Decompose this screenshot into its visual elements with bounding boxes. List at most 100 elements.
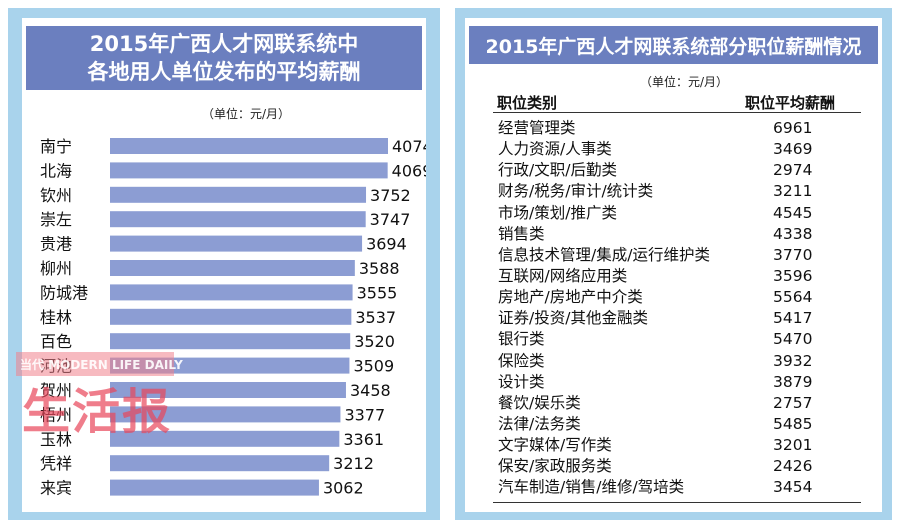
- table-row: 餐饮/娱乐类 2757: [465, 393, 882, 414]
- right-panel: 2015年广西人才网联系统部分职位薪酬情况 （单位：元/月） 职位类别 职位平均…: [455, 8, 892, 520]
- value-label: 3747: [370, 210, 411, 229]
- value-label: 3458: [350, 381, 391, 400]
- row-salary: 6961: [773, 119, 813, 137]
- category-label: 崇左: [40, 210, 72, 229]
- row-salary: 3879: [773, 372, 813, 391]
- row-salary: 4338: [773, 224, 813, 243]
- row-category: 餐饮/娱乐类: [498, 393, 581, 412]
- value-label: 3509: [353, 357, 394, 376]
- row-category: 财务/税务/审计/统计类: [498, 182, 654, 201]
- row-category: 房地产/房地产中介类: [498, 288, 643, 307]
- bar: [110, 406, 341, 423]
- row-category: 信息技术管理/集成/运行维护类: [498, 245, 710, 264]
- row-salary: 3596: [773, 266, 813, 285]
- table-row: 证券/投资/其他金融类 5417: [465, 308, 882, 329]
- bar: [110, 284, 353, 301]
- table-row: 销售类 4338: [465, 224, 882, 245]
- bar: [110, 455, 330, 472]
- row-category: 文字媒体/写作类: [498, 436, 612, 455]
- row-category: 法律/法务类: [498, 414, 581, 433]
- left-title-box: 2015年广西人才网联系统中 各地用人单位发布的平均薪酬: [26, 26, 422, 90]
- left-panel-inner: 2015年广西人才网联系统中 各地用人单位发布的平均薪酬 （单位：元/月） 南宁…: [22, 18, 426, 512]
- bar: [110, 235, 363, 252]
- bar: [110, 308, 352, 325]
- category-label: 桂林: [40, 308, 72, 327]
- value-label: 3694: [366, 235, 407, 254]
- category-label: 南宁: [40, 137, 72, 156]
- row-category: 互联网/网络应用类: [498, 266, 628, 285]
- value-label: 3361: [343, 430, 384, 449]
- row-salary: 4545: [773, 203, 813, 222]
- table-row: 互联网/网络应用类 3596: [465, 266, 882, 287]
- table-row: 文字媒体/写作类 3201: [465, 435, 882, 456]
- bar: [110, 382, 346, 398]
- row-salary: 5564: [773, 288, 813, 307]
- bar: [110, 162, 388, 179]
- right-title-box: 2015年广西人才网联系统部分职位薪酬情况: [469, 26, 878, 64]
- row-category: 销售类: [498, 224, 545, 243]
- row-salary: 3454: [773, 478, 813, 497]
- table-row: 银行类 5470: [465, 329, 882, 350]
- category-label: 河池: [40, 357, 72, 376]
- value-label: 3062: [323, 479, 364, 498]
- category-label: 防城港: [40, 283, 88, 302]
- row-category: 行政/文职/后勤类: [498, 161, 617, 180]
- left-unit-label: （单位：元/月）: [202, 107, 291, 121]
- table-row: 法律/法务类 5485: [465, 414, 882, 435]
- category-label: 钦州: [40, 186, 72, 205]
- row-category: 证券/投资/其他金融类: [498, 309, 648, 328]
- table-bottom-rule: [493, 502, 861, 503]
- value-label: 3555: [357, 283, 398, 302]
- bar: [110, 186, 367, 203]
- category-label: 北海: [40, 161, 72, 180]
- left-title-line1: 2015年广西人才网联系统中: [89, 32, 359, 56]
- row-category: 银行类: [498, 330, 545, 349]
- row-category: 市场/策划/推广类: [498, 203, 617, 222]
- category-label: 梧州: [40, 405, 72, 424]
- bar: [110, 357, 350, 374]
- table-row: 经营管理类 6961: [465, 118, 882, 139]
- value-label: 3520: [354, 332, 395, 351]
- table-row: 市场/策划/推广类 4545: [465, 203, 882, 224]
- value-label: 4074: [392, 137, 426, 156]
- table-row: 汽车制造/销售/维修/驾培类 3454: [465, 477, 882, 498]
- left-panel: 2015年广西人才网联系统中 各地用人单位发布的平均薪酬 （单位：元/月） 南宁…: [8, 8, 440, 520]
- bar: [110, 138, 388, 154]
- row-category: 经营管理类: [498, 119, 576, 137]
- value-label: 3212: [333, 454, 374, 473]
- column-header-salary: 职位平均薪酬: [745, 94, 836, 112]
- category-label: 柳州: [40, 259, 72, 278]
- row-category: 汽车制造/销售/维修/驾培类: [498, 478, 685, 497]
- row-salary: 3211: [773, 182, 813, 201]
- right-panel-inner: 2015年广西人才网联系统部分职位薪酬情况 （单位：元/月） 职位类别 职位平均…: [465, 18, 882, 512]
- row-salary: 5485: [773, 414, 813, 433]
- row-category: 人力资源/人事类: [498, 140, 612, 159]
- left-title-line2: 各地用人单位发布的平均薪酬: [87, 60, 361, 84]
- row-salary: 3469: [773, 140, 813, 159]
- table-row: 财务/税务/审计/统计类 3211: [465, 181, 882, 202]
- bar: [110, 333, 351, 350]
- category-label: 玉林: [40, 430, 72, 449]
- value-label: 3377: [344, 405, 385, 424]
- table-row: 设计类 3879: [465, 372, 882, 393]
- bar: [110, 260, 355, 276]
- right-unit-label: （单位：元/月）: [640, 75, 729, 89]
- category-label: 贺州: [40, 381, 72, 400]
- value-label: 4069: [392, 161, 426, 180]
- table-row: 信息技术管理/集成/运行维护类 3770: [465, 245, 882, 266]
- bar: [110, 430, 340, 447]
- value-label: 3537: [355, 308, 396, 327]
- table-row: 人力资源/人事类 3469: [465, 139, 882, 160]
- row-category: 设计类: [498, 372, 545, 391]
- row-salary: 3932: [773, 351, 813, 370]
- table-row: 保安/家政服务类 2426: [465, 456, 882, 477]
- table-row: 行政/文职/后勤类 2974: [465, 160, 882, 181]
- category-label: 贵港: [40, 235, 72, 254]
- row-category: 保安/家政服务类: [498, 457, 612, 476]
- category-label: 凭祥: [40, 454, 72, 473]
- bar: [110, 479, 319, 496]
- row-salary: 3201: [773, 436, 813, 455]
- column-header-category: 职位类别: [497, 94, 558, 112]
- row-salary: 2974: [773, 161, 813, 180]
- row-salary: 5470: [773, 330, 813, 349]
